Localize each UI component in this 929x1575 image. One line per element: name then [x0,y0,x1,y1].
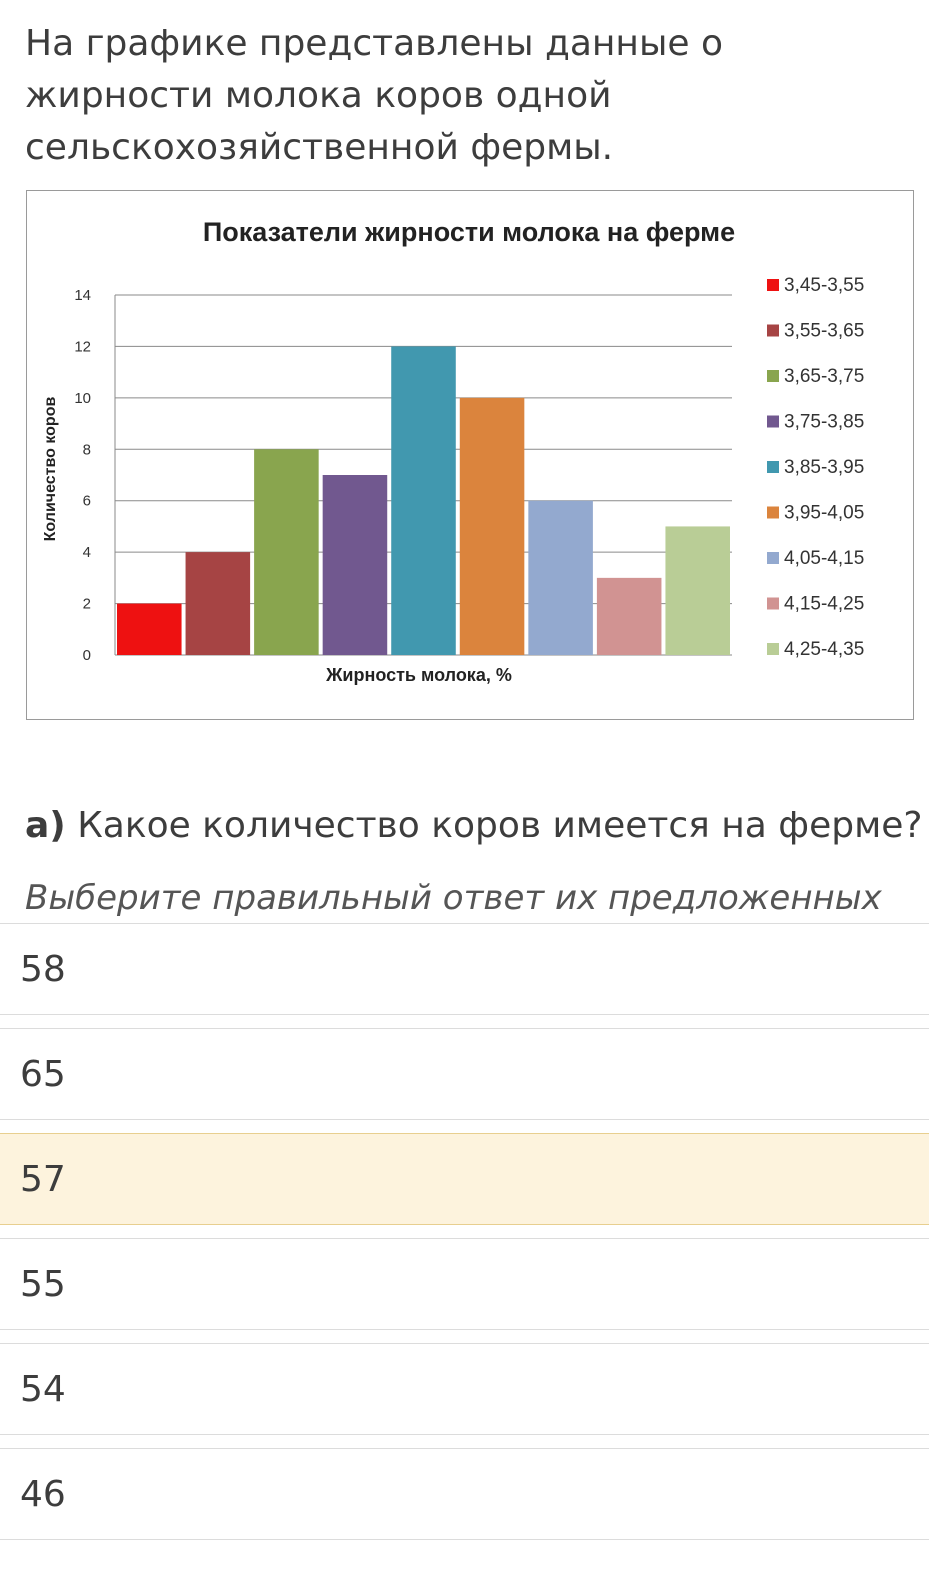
answer-option[interactable]: 55 [0,1238,929,1330]
legend-swatch [767,324,779,337]
legend-swatch [767,597,779,610]
bar [391,346,456,655]
y-axis-ticks: 0 2 4 6 8 10 12 14 [74,287,91,664]
bar [254,449,319,655]
bar [322,475,388,655]
answer-option[interactable]: 57 [0,1133,929,1225]
y-tick-label: 14 [74,287,91,304]
answer-option-label: 55 [20,1263,66,1305]
legend-swatch [767,552,779,564]
legend-label: 4,15-4,25 [784,594,864,615]
y-tick-label: 0 [83,647,91,664]
y-axis-label: Количество коров [42,397,59,542]
answer-option-label: 65 [20,1053,66,1095]
intro-text: На графике представлены данные о жирност… [25,23,724,168]
legend-label: 3,45-3,55 [784,275,864,296]
legend-label: 4,05-4,15 [784,548,864,569]
chart-legend: 3,45-3,55 3,55-3,65 3,65-3,75 3,75-3,85 3,85… [767,275,864,660]
bar [665,526,730,655]
y-tick-label: 4 [83,544,91,561]
chart-bars [117,346,730,655]
legend-swatch [767,415,779,428]
answer-option-label: 57 [20,1158,66,1200]
legend-swatch [767,279,779,291]
question-text: Какое количество коров имеется на ферме? [77,805,923,846]
legend-swatch [767,461,779,473]
answer-option[interactable]: 46 [0,1448,929,1540]
y-tick-label: 12 [74,338,91,355]
legend-label: 3,95-4,05 [784,503,864,524]
answer-hint: Выберите правильный ответ их предложенны… [25,878,882,918]
bar [528,500,593,655]
question: а) Какое количество коров имеется на фер… [25,800,922,852]
chart-frame: Показатели жирности молока на ферме Коли… [26,190,914,720]
fat-content-bar-chart: Показатели жирности молока на ферме Коли… [42,217,864,685]
bar [185,552,251,655]
bar [596,577,662,655]
legend-label: 3,75-3,85 [784,412,864,433]
answer-option-label: 46 [20,1473,66,1515]
chart-title: Показатели жирности молока на ферме [203,217,735,247]
answer-option[interactable]: 65 [0,1028,929,1120]
x-axis-label: Жирность молока, % [325,665,512,685]
answer-option[interactable]: 58 [0,923,929,1015]
legend-label: 4,25-4,35 [784,639,864,660]
legend-swatch [767,506,779,519]
answer-option-label: 58 [20,948,66,990]
bar [459,397,525,655]
legend-label: 3,85-3,95 [784,457,864,478]
y-tick-label: 8 [83,441,91,458]
answer-option-label: 54 [20,1368,66,1410]
y-tick-label: 10 [74,390,91,407]
y-tick-label: 2 [83,596,91,613]
legend-swatch [767,643,779,655]
answer-option[interactable]: 54 [0,1343,929,1435]
legend-swatch [767,370,779,382]
y-tick-label: 6 [83,493,91,510]
legend-label: 3,65-3,75 [784,366,864,387]
bar [117,603,182,655]
question-prefix: а) [25,805,66,846]
legend-label: 3,55-3,65 [784,321,864,342]
